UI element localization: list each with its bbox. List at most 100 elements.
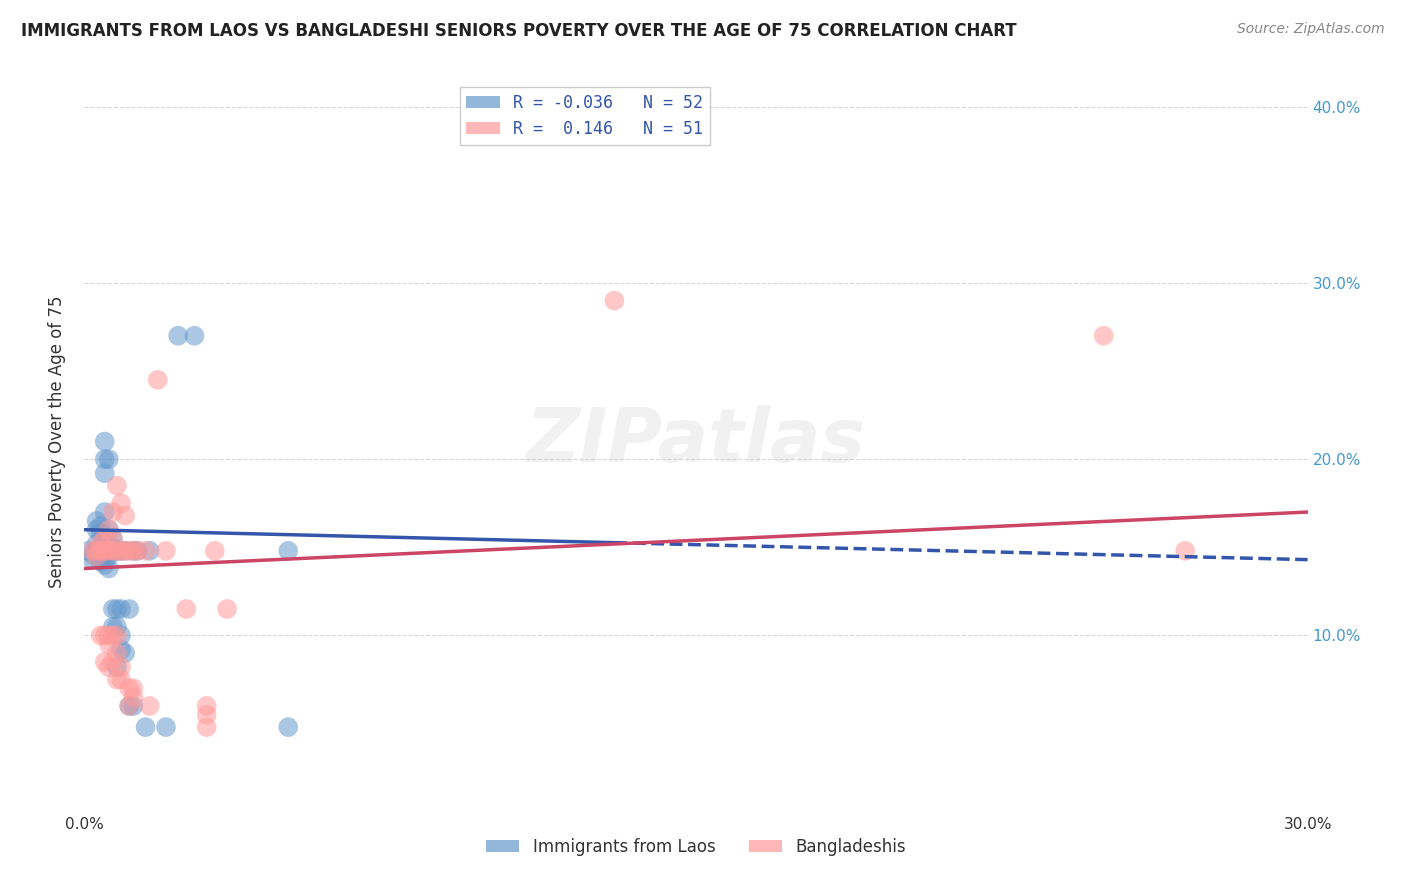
Point (105, 660, 128, 674)
Point (86, 544, 108, 558)
Point (101, 505, 124, 519)
Point (101, 532, 124, 546)
Point (127, 544, 149, 558)
Point (105, 628, 128, 642)
Point (183, 328, 205, 343)
Point (118, 544, 141, 558)
Point (217, 602, 239, 616)
Point (93, 544, 115, 558)
Point (97, 544, 120, 558)
Point (97, 637, 120, 651)
Point (138, 698, 160, 713)
Point (82, 552, 104, 566)
Point (101, 602, 124, 616)
Point (110, 602, 132, 616)
Point (97, 660, 120, 674)
Point (167, 328, 190, 343)
Point (93, 467, 115, 481)
Point (195, 698, 218, 713)
Point (1092, 328, 1115, 343)
Point (603, 293, 626, 308)
Point (101, 655, 124, 669)
Point (105, 544, 128, 558)
Point (105, 646, 128, 660)
Point (90, 554, 112, 568)
Point (110, 660, 132, 674)
Point (93, 558, 115, 572)
Point (90, 628, 112, 642)
Point (90, 537, 112, 551)
Point (135, 720, 157, 734)
Point (118, 698, 141, 713)
Point (93, 628, 115, 642)
Point (114, 646, 136, 660)
Point (277, 720, 299, 734)
Point (86, 549, 108, 563)
Point (118, 602, 141, 616)
Point (97, 452, 120, 467)
Point (97, 628, 120, 642)
Point (86, 523, 108, 537)
Point (101, 532, 124, 546)
Point (110, 642, 132, 657)
Point (97, 561, 120, 575)
Point (101, 544, 124, 558)
Text: IMMIGRANTS FROM LAOS VS BANGLADESHI SENIORS POVERTY OVER THE AGE OF 75 CORRELATI: IMMIGRANTS FROM LAOS VS BANGLADESHI SENI… (21, 22, 1017, 40)
Point (122, 690, 145, 705)
Point (86, 544, 108, 558)
Point (110, 628, 132, 642)
Point (93, 434, 115, 449)
Point (110, 544, 132, 558)
Point (122, 698, 145, 713)
Point (277, 544, 299, 558)
Point (93, 452, 115, 467)
Point (174, 602, 197, 616)
Point (90, 541, 112, 555)
Point (105, 544, 128, 558)
Point (93, 535, 115, 549)
Point (155, 720, 177, 734)
Point (97, 549, 120, 563)
Point (110, 544, 132, 558)
Point (90, 519, 112, 533)
Legend: Immigrants from Laos, Bangladeshis: Immigrants from Laos, Bangladeshis (479, 831, 912, 863)
Y-axis label: Seniors Poverty Over the Age of 75: Seniors Poverty Over the Age of 75 (48, 295, 66, 588)
Point (101, 628, 124, 642)
Point (101, 619, 124, 633)
Point (105, 602, 128, 616)
Point (195, 707, 218, 722)
Point (122, 544, 145, 558)
Point (135, 544, 157, 558)
Point (101, 541, 124, 555)
Text: ZIPatlas: ZIPatlas (526, 405, 866, 478)
Point (105, 619, 128, 633)
Point (93, 655, 115, 669)
Point (93, 549, 115, 563)
Point (93, 544, 115, 558)
Point (77, 544, 100, 558)
Point (114, 508, 136, 523)
Point (122, 681, 145, 696)
Point (86, 546, 108, 560)
Point (1174, 544, 1197, 558)
Point (93, 532, 115, 546)
Point (110, 496, 132, 510)
Point (86, 537, 108, 551)
Point (97, 544, 120, 558)
Point (97, 523, 120, 537)
Point (101, 544, 124, 558)
Point (114, 544, 136, 558)
Point (82, 544, 104, 558)
Point (90, 544, 112, 558)
Point (118, 698, 141, 713)
Point (118, 681, 141, 696)
Point (138, 544, 160, 558)
Point (195, 720, 218, 734)
Point (155, 544, 177, 558)
Point (146, 373, 169, 387)
Point (122, 544, 145, 558)
Point (127, 544, 149, 558)
Point (97, 523, 120, 537)
Point (110, 673, 132, 687)
Text: Source: ZipAtlas.com: Source: ZipAtlas.com (1237, 22, 1385, 37)
